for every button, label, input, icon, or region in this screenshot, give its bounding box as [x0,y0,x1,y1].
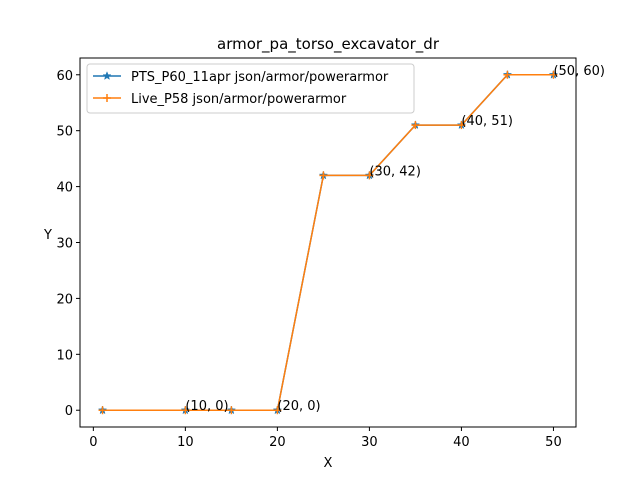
plus-marker [181,406,190,415]
point-annotation: (30, 42) [369,164,421,179]
legend-box [86,63,415,114]
x-tick-label: 50 [545,435,562,450]
legend-item: Live_P58 json/armor/powerarmor [93,92,347,107]
chart-title: armor_pa_torso_excavator_dr [217,35,440,54]
y-tick-label: 0 [65,404,73,419]
legend-item: PTS_P60_11apr json/armor/powerarmor [93,70,389,85]
y-tick-label: 30 [56,237,73,252]
legend-star-marker [102,71,112,80]
plus-marker [503,70,512,79]
x-tick-label: 10 [177,435,194,450]
legend-label: PTS_P60_11apr json/armor/powerarmor [131,70,389,85]
plus-marker [549,70,558,79]
point-annotation: (40, 51) [461,114,512,129]
y-tick-label: 10 [56,348,73,363]
annotation-layer: (10, 0) (20, 0) (30, 42) (40, 51) (50, 60) [185,64,605,414]
series-2 [98,70,558,415]
y-tick-label: 40 [56,181,73,196]
x-tick-label: 20 [269,435,286,450]
point-annotation: (10, 0) [185,399,228,414]
legend: PTS_P60_11apr json/armor/powerarmor Live_… [86,63,415,114]
plus-marker [227,406,236,415]
point-annotation: (20, 0) [277,399,320,414]
series-layer [97,69,559,415]
series-line [102,74,554,411]
point-annotation: (50, 60) [553,64,605,79]
plus-marker [98,406,107,415]
plus-marker [273,406,282,415]
x-axis-label: X [324,456,333,471]
y-tick-label: 20 [56,292,73,307]
plus-marker [411,121,420,130]
plus-marker [319,171,328,180]
x-tick-label: 40 [453,435,470,450]
legend-label: Live_P58 json/armor/powerarmor [131,92,347,107]
y-tick-label: 50 [56,125,73,140]
axes: 0 10 20 30 40 50 0 10 20 30 40 50 60 [56,69,561,450]
y-axis-label: Y [43,228,52,243]
y-tick-label: 60 [56,69,73,84]
plus-marker [365,171,374,180]
x-tick-label: 0 [89,435,97,450]
x-tick-label: 30 [361,435,378,450]
plus-marker [457,121,466,130]
